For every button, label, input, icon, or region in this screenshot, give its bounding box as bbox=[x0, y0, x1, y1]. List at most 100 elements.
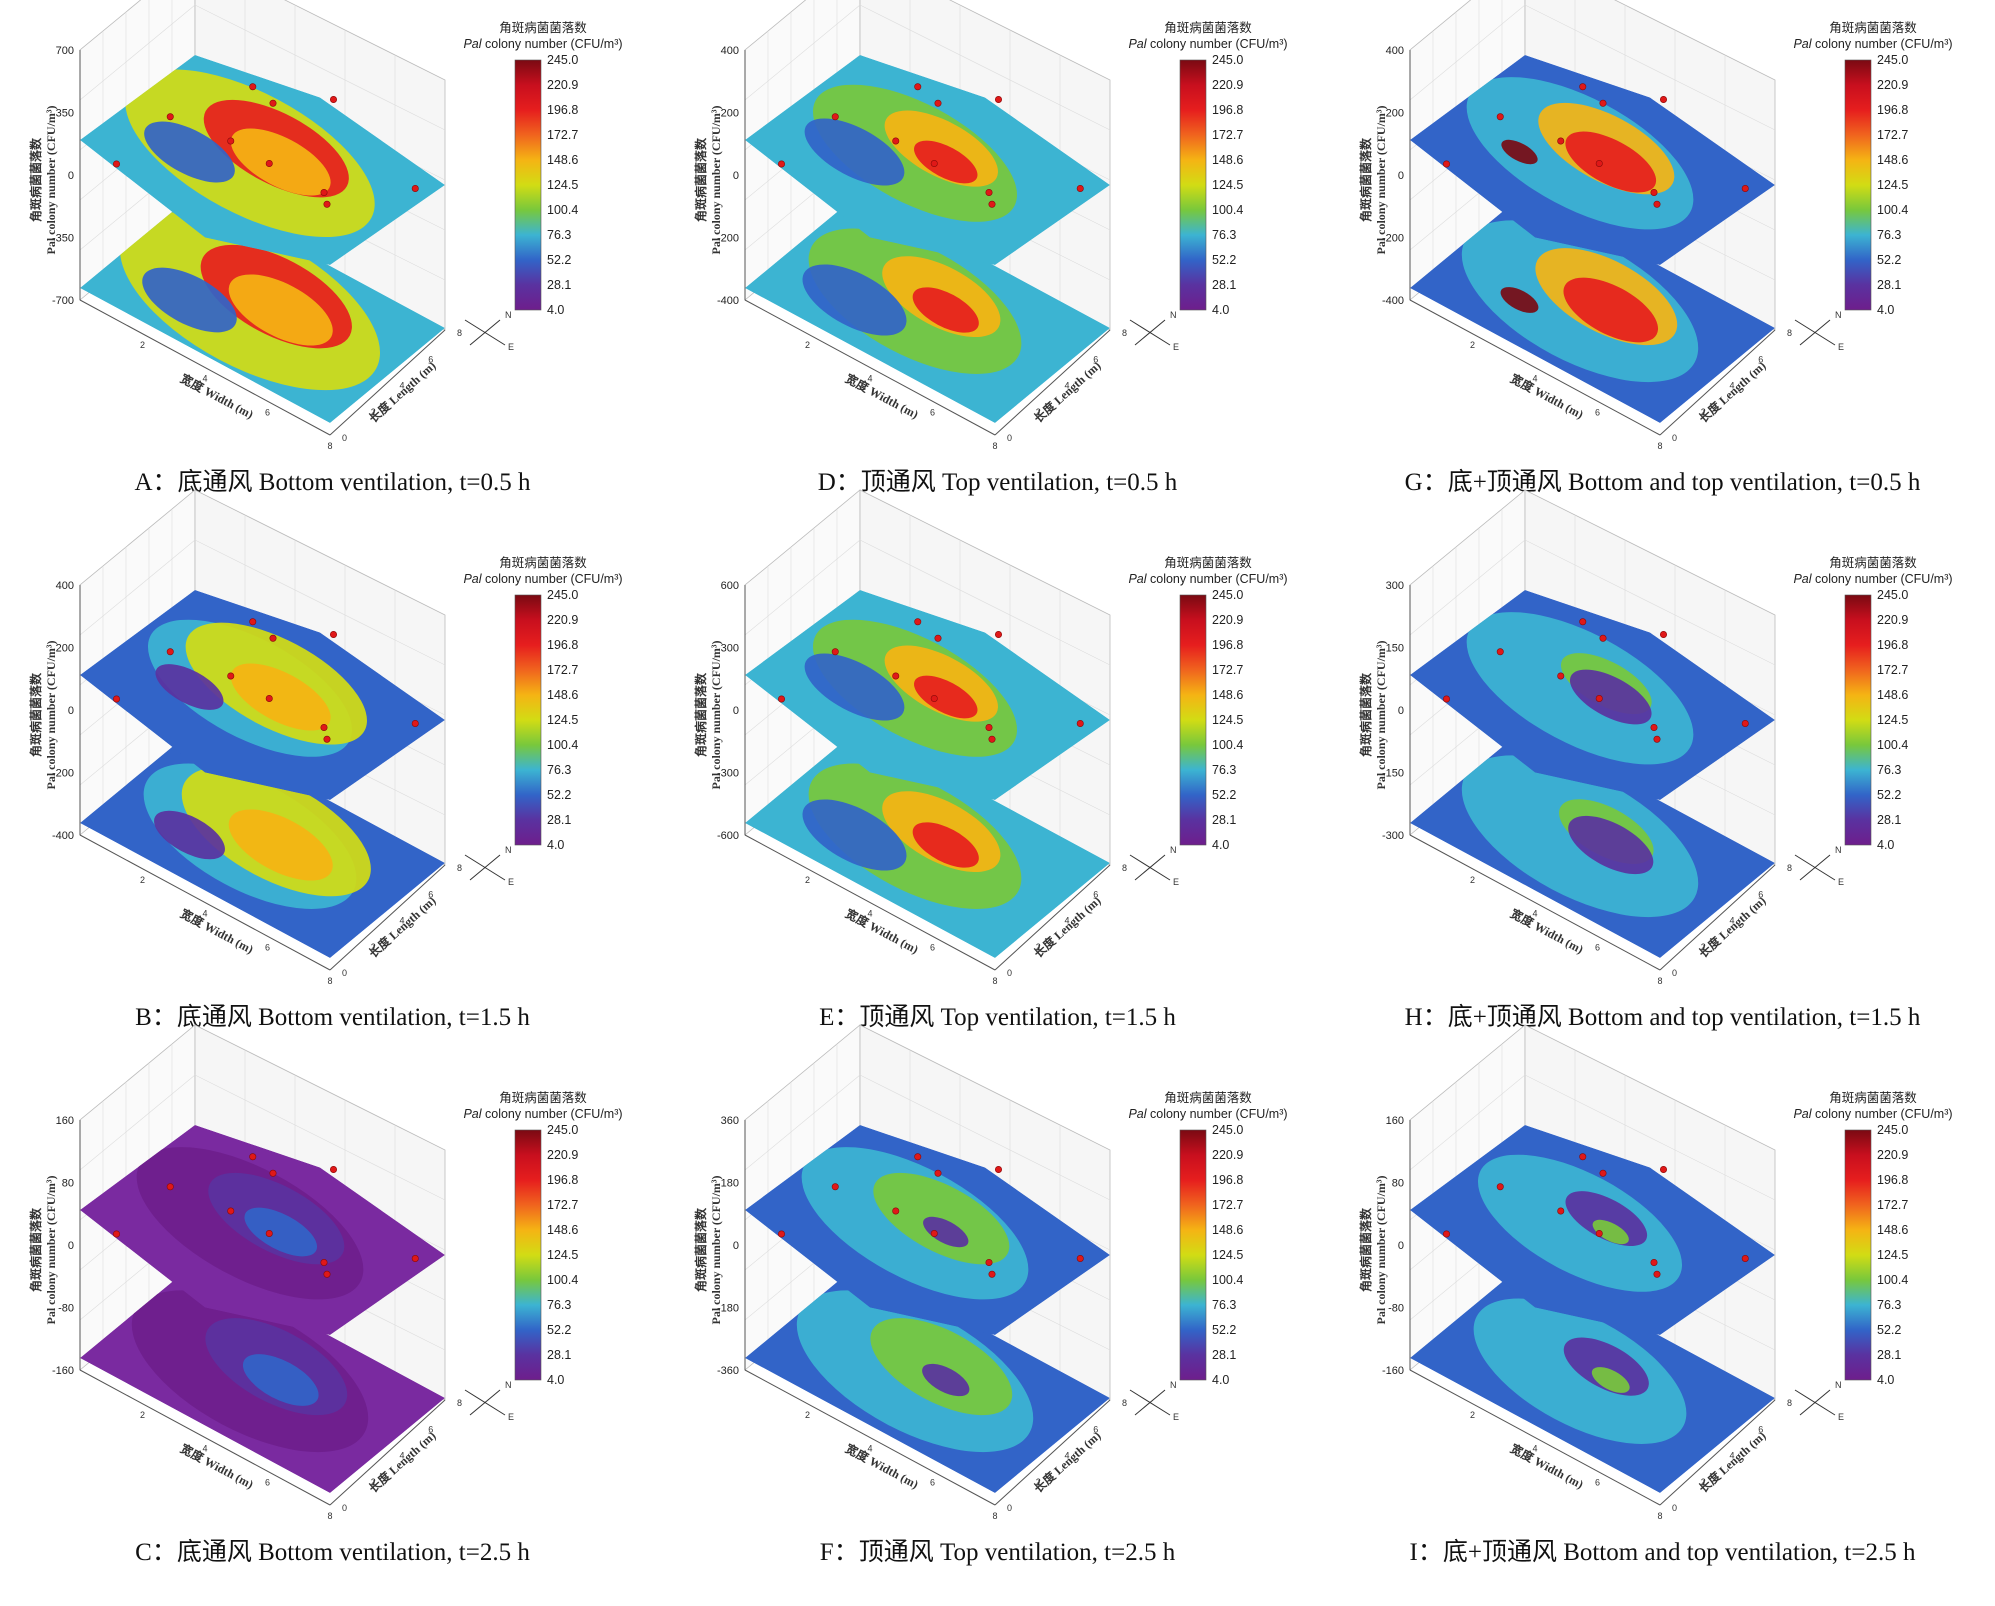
x-axis-label: 宽度 Width (m) bbox=[842, 370, 921, 421]
colorbar-tick-label: 148.6 bbox=[547, 688, 578, 702]
x-tick-label: 4 bbox=[1532, 909, 1537, 919]
x-tick-label: 6 bbox=[930, 1477, 935, 1487]
colorbar-tick-label: 220.9 bbox=[1212, 1148, 1243, 1162]
x-axis bbox=[79, 1369, 331, 1506]
x-tick-label: 2 bbox=[805, 875, 810, 885]
z-tick-label: 300 bbox=[1386, 580, 1404, 592]
sample-point bbox=[166, 648, 174, 656]
surface-region bbox=[1569, 669, 1652, 725]
colorbar-title-cn: 角斑病菌菌落数 bbox=[1829, 1090, 1917, 1105]
svg-text:N: N bbox=[1835, 845, 1842, 855]
sample-point bbox=[329, 631, 337, 639]
colorbar-tick-label: 4.0 bbox=[1212, 1373, 1229, 1387]
sample-point bbox=[985, 189, 993, 197]
sample-point bbox=[166, 1183, 174, 1191]
sample-point bbox=[1443, 160, 1451, 168]
colorbar-title-cn: 角斑病菌菌落数 bbox=[1829, 20, 1917, 35]
sample-point bbox=[320, 1259, 328, 1267]
floor-contour-map bbox=[80, 193, 445, 423]
surface-region bbox=[923, 1216, 969, 1248]
z-tick-label: 400 bbox=[56, 580, 74, 592]
panel-caption: D：顶通风 Top ventilation, t=0.5 h bbox=[817, 469, 1178, 496]
y-tick-label: 2 bbox=[1701, 942, 1706, 952]
y-tick-label: 4 bbox=[1730, 1451, 1735, 1461]
colorbar-tick-label: 196.8 bbox=[1212, 638, 1243, 652]
y-tick-label: 2 bbox=[1036, 942, 1041, 952]
sample-point bbox=[914, 1153, 922, 1161]
contour-region bbox=[1591, 1367, 1630, 1393]
colorbar: 245.0 220.9 196.8 172.7 148.6 124.5 100.4 76.3 5… bbox=[1128, 1090, 1287, 1387]
colorbar-tick-label: 52.2 bbox=[547, 253, 571, 267]
z-tick-label: 350 bbox=[56, 108, 74, 120]
colorbar-tick-label: 4.0 bbox=[547, 838, 564, 852]
colorbar-tick-label: 100.4 bbox=[1212, 203, 1243, 217]
floor-contour-map bbox=[745, 1263, 1110, 1493]
colorbar-tick-label: 100.4 bbox=[547, 203, 578, 217]
sample-point bbox=[269, 1169, 277, 1177]
y-tick-label: 8 bbox=[1787, 863, 1792, 873]
colorbar: 245.0 220.9 196.8 172.7 148.6 124.5 100.4 76.3 5… bbox=[463, 555, 622, 852]
colorbar-title-en: Pal colony number (CFU/m³) bbox=[463, 37, 622, 51]
panel-caption: H：底+顶通风 Bottom and top ventilation, t=1.… bbox=[1404, 1004, 1921, 1031]
z-tick-label: -80 bbox=[58, 1303, 74, 1315]
y-tick-label: 8 bbox=[1122, 1398, 1127, 1408]
surface-region bbox=[914, 675, 978, 719]
sample-point bbox=[892, 672, 900, 680]
colorbar-tick-label: 148.6 bbox=[1877, 688, 1908, 702]
colorbar-tick-label: 172.7 bbox=[1212, 663, 1243, 677]
surface-region bbox=[1592, 1219, 1629, 1245]
x-tick-label: 8 bbox=[992, 976, 997, 986]
colorbar-tick-label: 100.4 bbox=[1212, 1273, 1243, 1287]
colorbar-title-cn: 角斑病菌菌落数 bbox=[1829, 555, 1917, 570]
sample-point bbox=[269, 634, 277, 642]
surface-3d bbox=[80, 590, 445, 800]
x-axis bbox=[1409, 1369, 1661, 1506]
contour-region bbox=[228, 809, 333, 881]
colorbar: 245.0 220.9 196.8 172.7 148.6 124.5 100.4 76.3 5… bbox=[1128, 555, 1287, 852]
z-tick-label: -200 bbox=[52, 768, 74, 780]
colorbar-tick-label: 220.9 bbox=[547, 1148, 578, 1162]
sample-point bbox=[1496, 1183, 1504, 1191]
colorbar: 245.0 220.9 196.8 172.7 148.6 124.5 100.4 76.3 5… bbox=[1128, 20, 1287, 317]
x-axis bbox=[1409, 299, 1661, 436]
x-tick-label: 4 bbox=[202, 374, 207, 384]
sample-point bbox=[1443, 695, 1451, 703]
z-tick-label: 80 bbox=[1392, 1178, 1404, 1190]
z-axis-label-cn: 角斑病菌菌落数 bbox=[693, 137, 708, 222]
svg-text:E: E bbox=[1173, 342, 1179, 352]
sample-point bbox=[1579, 618, 1587, 626]
svg-text:E: E bbox=[1838, 342, 1844, 352]
y-tick-label: 6 bbox=[428, 354, 433, 364]
colorbar-tick-label: 245.0 bbox=[1877, 588, 1908, 602]
contour-region bbox=[1563, 1337, 1649, 1396]
y-tick-label: 4 bbox=[1065, 916, 1070, 926]
z-tick-label: -400 bbox=[1382, 295, 1404, 307]
sample-point bbox=[411, 720, 419, 728]
y-axis bbox=[994, 864, 1111, 971]
sample-point bbox=[1579, 1153, 1587, 1161]
x-axis-label: 宽度 Width (m) bbox=[177, 370, 256, 421]
y-tick-label: 4 bbox=[400, 381, 405, 391]
y-tick-label: 4 bbox=[400, 916, 405, 926]
contour-region bbox=[1500, 287, 1539, 313]
panel-caption: C：底通风 Bottom ventilation, t=2.5 h bbox=[135, 1539, 530, 1566]
x-tick-label: 8 bbox=[327, 1511, 332, 1521]
colorbar-tick-label: 100.4 bbox=[547, 738, 578, 752]
y-tick-label: 6 bbox=[428, 1424, 433, 1434]
x-tick-label: 8 bbox=[1657, 1511, 1662, 1521]
x-tick-label: 2 bbox=[1470, 875, 1475, 885]
contour-region bbox=[802, 799, 907, 871]
sample-point bbox=[892, 1207, 900, 1215]
surface-region bbox=[244, 1207, 318, 1257]
colorbar-tick-label: 220.9 bbox=[1877, 1148, 1908, 1162]
z-tick-label: -400 bbox=[717, 295, 739, 307]
contour-region bbox=[912, 287, 979, 333]
y-axis bbox=[329, 1399, 446, 1506]
compass-icon: NE bbox=[464, 310, 514, 352]
y-tick-label: 8 bbox=[1122, 328, 1127, 338]
y-tick-label: 2 bbox=[371, 407, 376, 417]
